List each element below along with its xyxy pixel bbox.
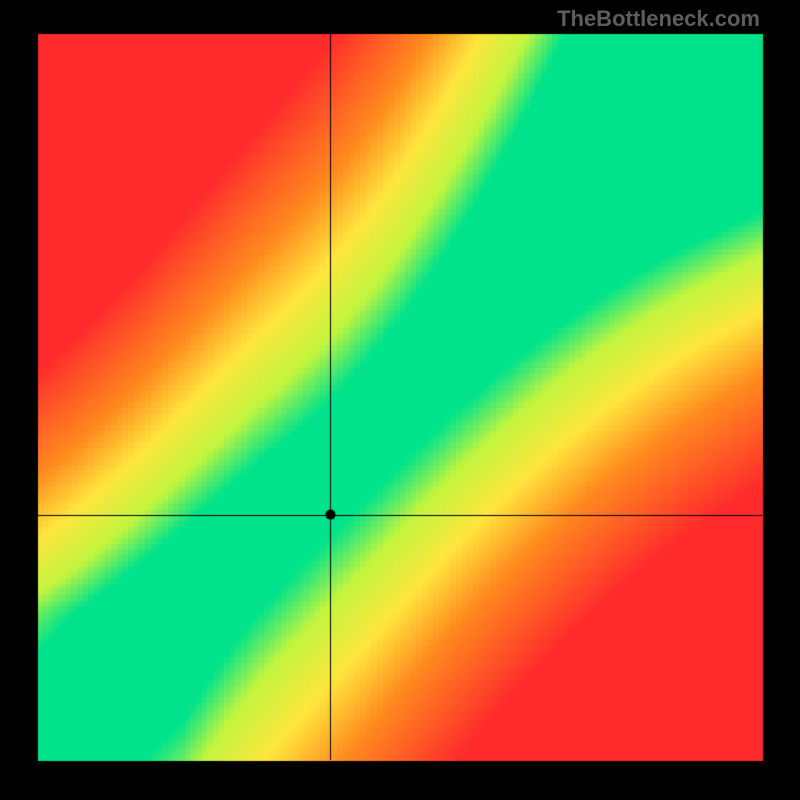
watermark-text: TheBottleneck.com: [557, 6, 760, 32]
bottleneck-heatmap: [0, 0, 800, 800]
chart-container: TheBottleneck.com: [0, 0, 800, 800]
